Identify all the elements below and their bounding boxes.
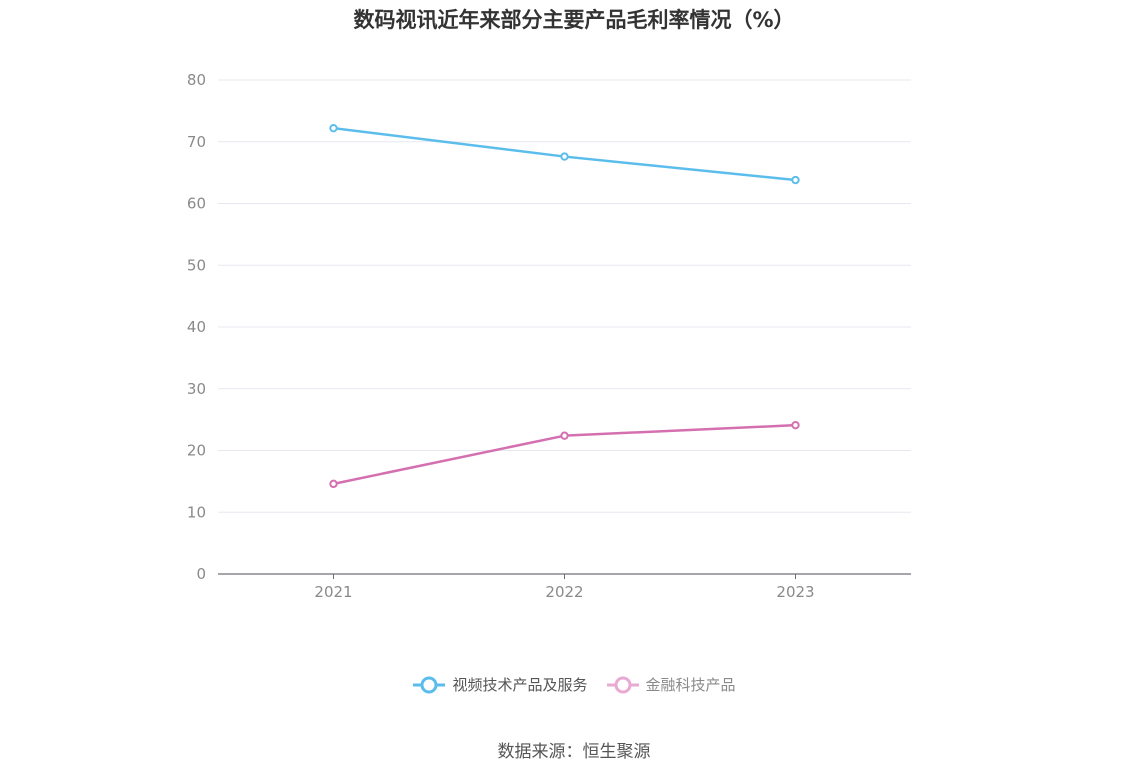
x-tick-label: 2021 — [314, 583, 352, 601]
source-note: 数据来源：恒生聚源 — [497, 742, 651, 762]
axes — [218, 573, 911, 579]
data-point — [791, 175, 800, 185]
tick-labels: 0 10 20 30 40 50 60 70 80 2021 2022 2023 — [187, 71, 815, 601]
x-tick-label: 2022 — [545, 583, 583, 601]
legend-label: 视频技术产品及服务 — [452, 676, 588, 694]
series-lines — [329, 123, 800, 489]
chart-title: 数码视讯近年来部分主要产品毛利率情况（%） — [353, 8, 795, 32]
grid-lines — [218, 79, 911, 513]
legend-marker-icon — [606, 676, 639, 693]
data-point — [560, 431, 569, 440]
legend: 视频技术产品及服务 金融科技产品 — [0, 674, 1148, 695]
data-point — [329, 123, 338, 133]
y-tick-label: 70 — [187, 133, 206, 151]
legend-marker-icon — [413, 676, 446, 693]
data-point — [560, 152, 569, 161]
y-tick-label: 80 — [187, 71, 206, 89]
legend-label: 金融科技产品 — [645, 676, 736, 694]
y-tick-label: 40 — [187, 318, 206, 336]
y-tick-label: 10 — [187, 503, 206, 521]
x-tick-label: 2023 — [776, 583, 814, 601]
legend-item-fintech[interactable]: 金融科技产品 — [606, 674, 736, 695]
data-point — [791, 420, 800, 430]
y-tick-label: 30 — [187, 380, 206, 398]
y-tick-label: 60 — [187, 195, 206, 213]
y-tick-label: 20 — [187, 442, 206, 460]
y-tick-label: 50 — [187, 256, 206, 274]
y-tick-label: 0 — [196, 565, 206, 583]
legend-item-video-tech[interactable]: 视频技术产品及服务 — [412, 674, 588, 695]
data-point — [329, 479, 338, 489]
